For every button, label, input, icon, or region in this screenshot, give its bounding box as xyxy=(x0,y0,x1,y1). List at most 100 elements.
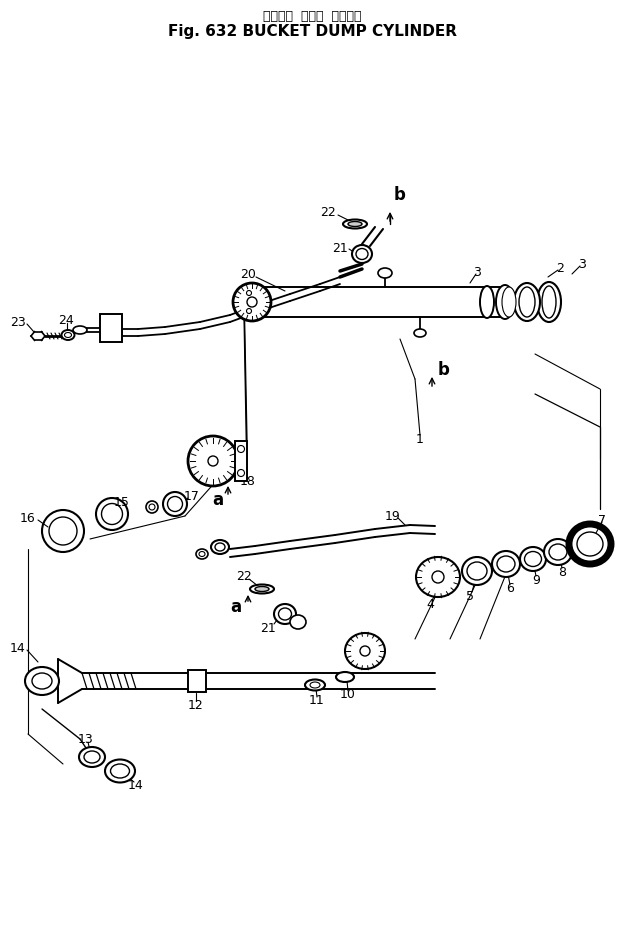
Ellipse shape xyxy=(274,604,296,624)
Text: 3: 3 xyxy=(578,257,586,270)
Ellipse shape xyxy=(49,517,77,545)
Ellipse shape xyxy=(345,633,385,669)
Ellipse shape xyxy=(25,667,59,695)
Text: 11: 11 xyxy=(309,693,325,706)
Ellipse shape xyxy=(549,544,567,561)
Text: 20: 20 xyxy=(240,268,256,281)
Ellipse shape xyxy=(73,326,87,335)
Ellipse shape xyxy=(356,249,368,260)
Text: 14: 14 xyxy=(10,641,26,654)
Ellipse shape xyxy=(360,646,370,656)
Text: 22: 22 xyxy=(236,570,252,583)
Text: 16: 16 xyxy=(20,511,36,524)
Text: 24: 24 xyxy=(58,313,74,326)
Text: b: b xyxy=(438,361,450,378)
Ellipse shape xyxy=(238,446,245,453)
Ellipse shape xyxy=(348,222,362,227)
Ellipse shape xyxy=(525,552,542,567)
Text: Fig. 632 BUCKET DUMP CYLINDER: Fig. 632 BUCKET DUMP CYLINDER xyxy=(167,24,457,39)
Ellipse shape xyxy=(305,679,325,691)
Ellipse shape xyxy=(414,330,426,337)
Ellipse shape xyxy=(255,587,269,591)
Text: 5: 5 xyxy=(466,589,474,602)
Text: 23: 23 xyxy=(10,315,26,328)
Text: 19: 19 xyxy=(385,509,401,522)
Text: 10: 10 xyxy=(340,688,356,701)
Text: 8: 8 xyxy=(558,565,566,578)
Ellipse shape xyxy=(462,557,492,585)
Ellipse shape xyxy=(352,246,372,263)
Ellipse shape xyxy=(542,286,556,319)
Text: 17: 17 xyxy=(184,490,200,503)
Ellipse shape xyxy=(246,310,251,314)
Ellipse shape xyxy=(520,548,546,571)
Text: 3: 3 xyxy=(473,265,481,278)
Ellipse shape xyxy=(32,673,52,690)
Ellipse shape xyxy=(343,221,367,229)
Ellipse shape xyxy=(432,571,444,583)
Ellipse shape xyxy=(238,470,245,477)
Text: 9: 9 xyxy=(532,573,540,586)
Ellipse shape xyxy=(544,540,572,565)
Text: 1: 1 xyxy=(416,433,424,446)
Text: 2: 2 xyxy=(556,261,564,274)
Ellipse shape xyxy=(336,672,354,682)
Text: 21: 21 xyxy=(260,621,276,634)
Ellipse shape xyxy=(215,543,225,552)
Text: 4: 4 xyxy=(426,598,434,611)
Text: 18: 18 xyxy=(240,475,256,488)
Ellipse shape xyxy=(196,550,208,559)
Text: a: a xyxy=(212,490,223,508)
Ellipse shape xyxy=(250,585,274,594)
Text: 7: 7 xyxy=(598,513,606,526)
Ellipse shape xyxy=(246,291,251,297)
Ellipse shape xyxy=(64,333,72,338)
Ellipse shape xyxy=(208,456,218,466)
Ellipse shape xyxy=(497,556,515,572)
Ellipse shape xyxy=(519,287,535,318)
Ellipse shape xyxy=(378,269,392,279)
Bar xyxy=(100,314,122,343)
Text: バケット  ダンプ  シリンダ: バケット ダンプ シリンダ xyxy=(263,10,361,23)
Bar xyxy=(244,289,254,316)
Ellipse shape xyxy=(96,499,128,530)
Text: 13: 13 xyxy=(78,732,94,745)
Ellipse shape xyxy=(199,552,205,557)
Ellipse shape xyxy=(110,764,130,778)
Ellipse shape xyxy=(211,540,229,554)
Ellipse shape xyxy=(467,563,487,580)
Text: 21: 21 xyxy=(332,241,348,254)
Ellipse shape xyxy=(42,511,84,552)
Ellipse shape xyxy=(84,751,100,763)
Text: 12: 12 xyxy=(188,699,204,712)
Ellipse shape xyxy=(537,283,561,323)
Ellipse shape xyxy=(146,502,158,514)
Text: 22: 22 xyxy=(320,207,336,220)
Ellipse shape xyxy=(188,437,238,487)
Ellipse shape xyxy=(233,284,271,322)
Text: a: a xyxy=(230,597,241,616)
Ellipse shape xyxy=(492,552,520,578)
Ellipse shape xyxy=(577,532,603,556)
Ellipse shape xyxy=(102,504,122,525)
Ellipse shape xyxy=(514,284,540,322)
Ellipse shape xyxy=(163,492,187,516)
Text: 6: 6 xyxy=(506,582,514,595)
Text: b: b xyxy=(394,185,406,204)
Ellipse shape xyxy=(278,608,291,620)
Ellipse shape xyxy=(247,298,257,308)
Text: 15: 15 xyxy=(114,496,130,509)
Ellipse shape xyxy=(105,760,135,782)
Text: 14: 14 xyxy=(128,779,144,792)
Ellipse shape xyxy=(167,497,182,512)
Bar xyxy=(188,670,206,692)
Ellipse shape xyxy=(79,747,105,768)
Ellipse shape xyxy=(502,287,516,318)
Ellipse shape xyxy=(416,557,460,597)
Ellipse shape xyxy=(149,504,155,511)
Ellipse shape xyxy=(480,286,494,319)
Ellipse shape xyxy=(310,682,320,688)
Ellipse shape xyxy=(290,616,306,629)
Bar xyxy=(235,441,247,481)
Ellipse shape xyxy=(496,286,514,320)
